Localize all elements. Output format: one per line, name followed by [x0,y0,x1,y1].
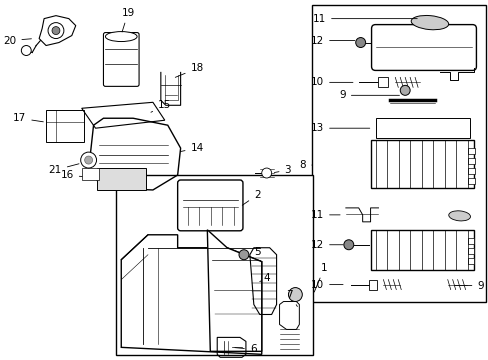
Bar [467,238,473,244]
FancyBboxPatch shape [371,24,475,71]
Text: 3: 3 [274,165,290,175]
Text: 4: 4 [259,273,270,283]
Circle shape [48,23,64,39]
Circle shape [239,250,248,260]
Polygon shape [207,230,261,351]
Text: 13: 13 [310,123,369,133]
Circle shape [21,45,31,55]
Text: 12: 12 [310,36,354,46]
Circle shape [81,152,96,168]
Ellipse shape [448,211,469,221]
Text: 9: 9 [339,90,399,100]
Bar [467,158,474,164]
Circle shape [84,156,92,164]
Bar [116,175,312,355]
Bar [81,168,99,180]
Bar [370,140,473,188]
Text: 2: 2 [242,190,260,205]
Bar [378,77,387,87]
Text: 19: 19 [122,8,135,32]
FancyBboxPatch shape [177,180,243,231]
Text: 5: 5 [248,247,260,257]
Text: 15: 15 [151,100,171,112]
Bar [370,230,473,270]
Bar [96,168,146,190]
Text: 10: 10 [310,280,343,289]
Polygon shape [39,15,76,45]
Bar [375,118,468,138]
Text: 16: 16 [61,170,94,180]
Circle shape [261,168,271,178]
Bar [46,110,83,142]
Text: 12: 12 [310,240,343,250]
Bar [467,248,473,254]
Text: 8: 8 [299,160,311,170]
Circle shape [343,240,353,250]
Polygon shape [121,235,261,354]
Bar [467,168,474,174]
Bar [368,280,377,289]
Circle shape [288,288,302,302]
Text: 14: 14 [180,143,203,153]
Text: 6: 6 [234,345,256,354]
Text: 21: 21 [48,164,79,175]
Text: 17: 17 [13,113,43,123]
FancyBboxPatch shape [103,32,139,86]
Text: 18: 18 [175,63,203,77]
Circle shape [355,37,365,48]
Text: 20: 20 [3,36,31,46]
Circle shape [400,85,409,95]
Bar [467,258,473,264]
Ellipse shape [410,15,448,30]
Text: 1: 1 [314,263,327,292]
Ellipse shape [105,32,137,41]
Text: 11: 11 [312,14,416,24]
Circle shape [52,27,60,35]
Bar [467,178,474,184]
Text: 11: 11 [310,210,339,220]
Text: 9: 9 [453,280,483,291]
Bar [467,148,474,154]
Bar [311,5,486,302]
Text: 7: 7 [286,289,297,306]
Text: 10: 10 [310,77,352,87]
